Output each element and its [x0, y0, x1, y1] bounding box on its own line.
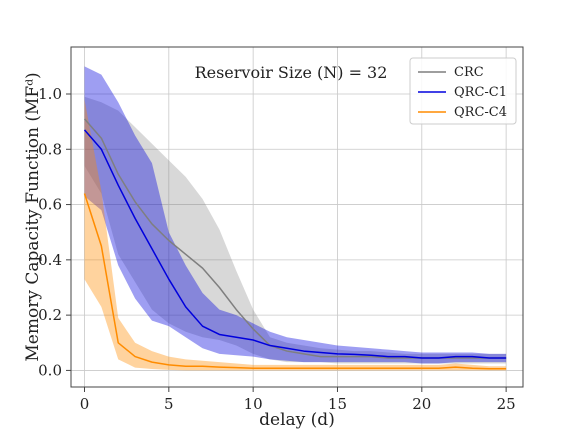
x-tick-label: 0 [80, 395, 90, 413]
axis-ticks: 0 5 10 15 20 25 0.0 0.2 0.4 0.6 0.8 1.0 [38, 85, 516, 413]
series-lines [83, 118, 507, 370]
y-axis-title: Memory Capacity Function (MFᵈ) [23, 72, 43, 361]
uncertainty-bands [84, 66, 507, 371]
y-tick-label: 0.2 [38, 306, 62, 324]
legend-label-qrc-c1: QRC-C1 [454, 85, 507, 100]
band-crc [84, 96, 507, 364]
y-tick-label: 0.4 [38, 251, 62, 269]
x-tick-label: 10 [244, 395, 263, 413]
x-tick-label: 25 [497, 395, 516, 413]
legend-box [409, 57, 517, 125]
grid-lines [71, 47, 523, 387]
x-tick-label: 20 [412, 395, 431, 413]
x-tick-label: 5 [164, 395, 174, 413]
band-qrc-c1 [84, 66, 507, 364]
x-tick-label: 15 [328, 395, 347, 413]
line-qrc-c4 [83, 193, 507, 370]
legend-label-qrc-c4: QRC-C4 [454, 105, 507, 120]
chart-annotation: Reservoir Size (N) = 32 [195, 63, 388, 82]
y-tick-label: 0.0 [38, 361, 62, 379]
band-qrc-c4 [84, 99, 507, 371]
y-tick-label: 1.0 [38, 85, 62, 103]
plot-frame [70, 46, 524, 388]
y-tick-label: 0.6 [38, 196, 62, 214]
line-qrc-c1 [83, 129, 507, 359]
legend: CRC QRC-C1 QRC-C4 [409, 57, 517, 125]
y-tick-label: 0.8 [38, 140, 62, 158]
legend-label-crc: CRC [454, 65, 484, 80]
x-axis-title: delay (d) [259, 410, 335, 430]
